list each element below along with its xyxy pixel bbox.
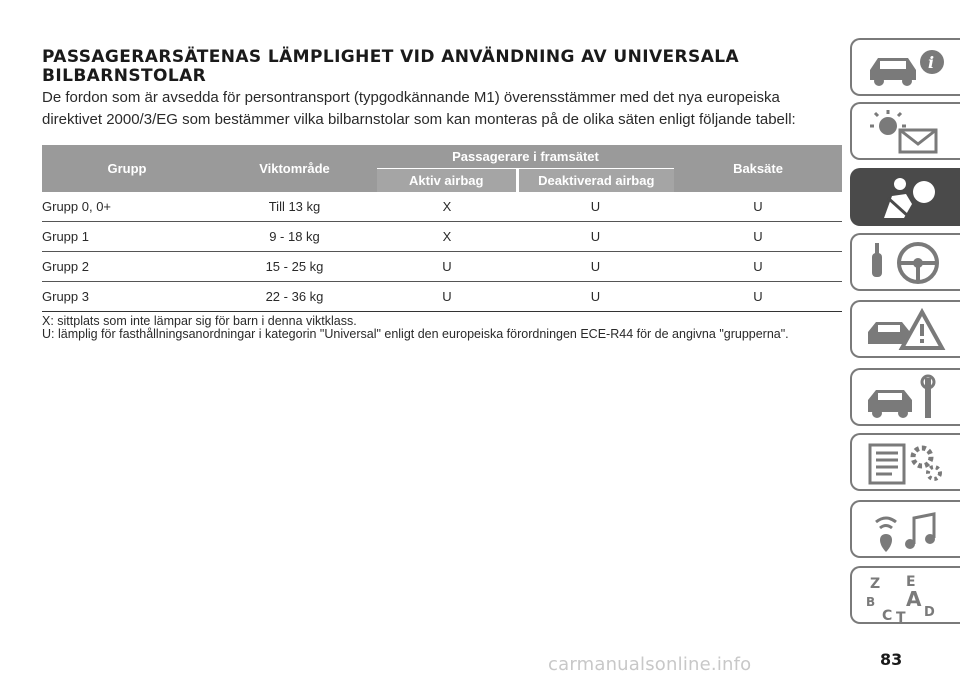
index-letter: B xyxy=(866,595,875,609)
cell-rear-seat: U xyxy=(674,281,842,312)
key-steering-wheel-icon xyxy=(872,242,939,284)
tab-index[interactable]: Z E B A C T D xyxy=(850,566,960,624)
header-group: Grupp xyxy=(42,145,212,192)
cell-airbag-active: X xyxy=(377,192,517,222)
header-airbag-active: Aktiv airbag xyxy=(377,168,517,192)
note-x: X: sittplats som inte lämpar sig för bar… xyxy=(42,314,357,328)
page-number: 83 xyxy=(880,650,903,669)
section-title: PASSAGERARSÄTENAS LÄMPLIGHET VID ANVÄNDN… xyxy=(42,47,740,86)
car-maintenance-icon xyxy=(868,374,936,418)
index-letter: T xyxy=(896,610,906,624)
tab-warning-lights[interactable] xyxy=(850,102,960,160)
multimedia-icon xyxy=(875,512,936,552)
cell-airbag-active: U xyxy=(377,251,517,282)
car-emergency-icon xyxy=(868,307,946,350)
technical-data-icon xyxy=(868,443,942,485)
cell-rear-seat: U xyxy=(674,251,842,282)
cell-airbag-active: X xyxy=(377,221,517,252)
table-notes: X: sittplats som inte lämpar sig för bar… xyxy=(42,315,842,341)
cell-group: Grupp 3 xyxy=(42,281,212,312)
tab-multimedia[interactable] xyxy=(850,500,960,558)
cell-weight: 9 - 18 kg xyxy=(212,221,377,252)
index-letter: C xyxy=(882,608,892,624)
warning-lights-icon xyxy=(870,110,938,154)
note-u: U: lämplig för fasthållningsanordningar … xyxy=(42,327,789,341)
safety-airbag-icon xyxy=(884,178,935,218)
cell-group: Grupp 2 xyxy=(42,251,212,282)
header-airbag-deactivated: Deaktiverad airbag xyxy=(515,168,674,192)
table-row: Grupp 2 15 - 25 kg U U U xyxy=(42,251,842,282)
index-letter: D xyxy=(924,605,935,620)
cell-weight: 22 - 36 kg xyxy=(212,281,377,312)
cell-group: Grupp 1 xyxy=(42,221,212,252)
watermark: carmanualsonline.info xyxy=(548,654,752,675)
cell-weight: Till 13 kg xyxy=(212,192,377,222)
index-letter: E xyxy=(906,574,916,590)
table-row: Grupp 3 22 - 36 kg U U U xyxy=(42,281,842,312)
cell-rear-seat: U xyxy=(674,192,842,222)
svg-text:i: i xyxy=(928,53,934,72)
cell-airbag-deactivated: U xyxy=(517,251,674,282)
header-weight: Viktområde xyxy=(212,145,377,192)
cell-weight: 15 - 25 kg xyxy=(212,251,377,282)
tab-emergency[interactable] xyxy=(850,300,960,358)
header-front-passenger: Passagerare i framsätet xyxy=(377,145,674,169)
car-info-icon: i xyxy=(870,50,944,86)
table-row: Grupp 1 9 - 18 kg X U U xyxy=(42,221,842,252)
index-letter: Z xyxy=(870,576,880,592)
cell-airbag-deactivated: U xyxy=(517,221,674,252)
cell-airbag-deactivated: U xyxy=(517,281,674,312)
cell-airbag-deactivated: U xyxy=(517,192,674,222)
header-rear-seat: Baksäte xyxy=(674,145,842,192)
intro-paragraph: De fordon som är avsedda för persontrans… xyxy=(42,89,796,128)
cell-rear-seat: U xyxy=(674,221,842,252)
alphabetical-index-icon: Z E B A C T D xyxy=(866,574,935,624)
tab-safety[interactable] xyxy=(850,168,960,226)
table-row: Grupp 0, 0+ Till 13 kg X U U xyxy=(42,192,842,222)
tab-car-info[interactable]: i xyxy=(850,38,960,96)
cell-airbag-active: U xyxy=(377,281,517,312)
tab-technical-data[interactable] xyxy=(850,433,960,491)
child-seat-table: Grupp Viktområde Passagerare i framsätet… xyxy=(42,145,842,312)
index-letter: A xyxy=(906,587,922,611)
tab-maintenance[interactable] xyxy=(850,368,960,426)
cell-group: Grupp 0, 0+ xyxy=(42,192,212,222)
tab-starting-driving[interactable] xyxy=(850,233,960,291)
